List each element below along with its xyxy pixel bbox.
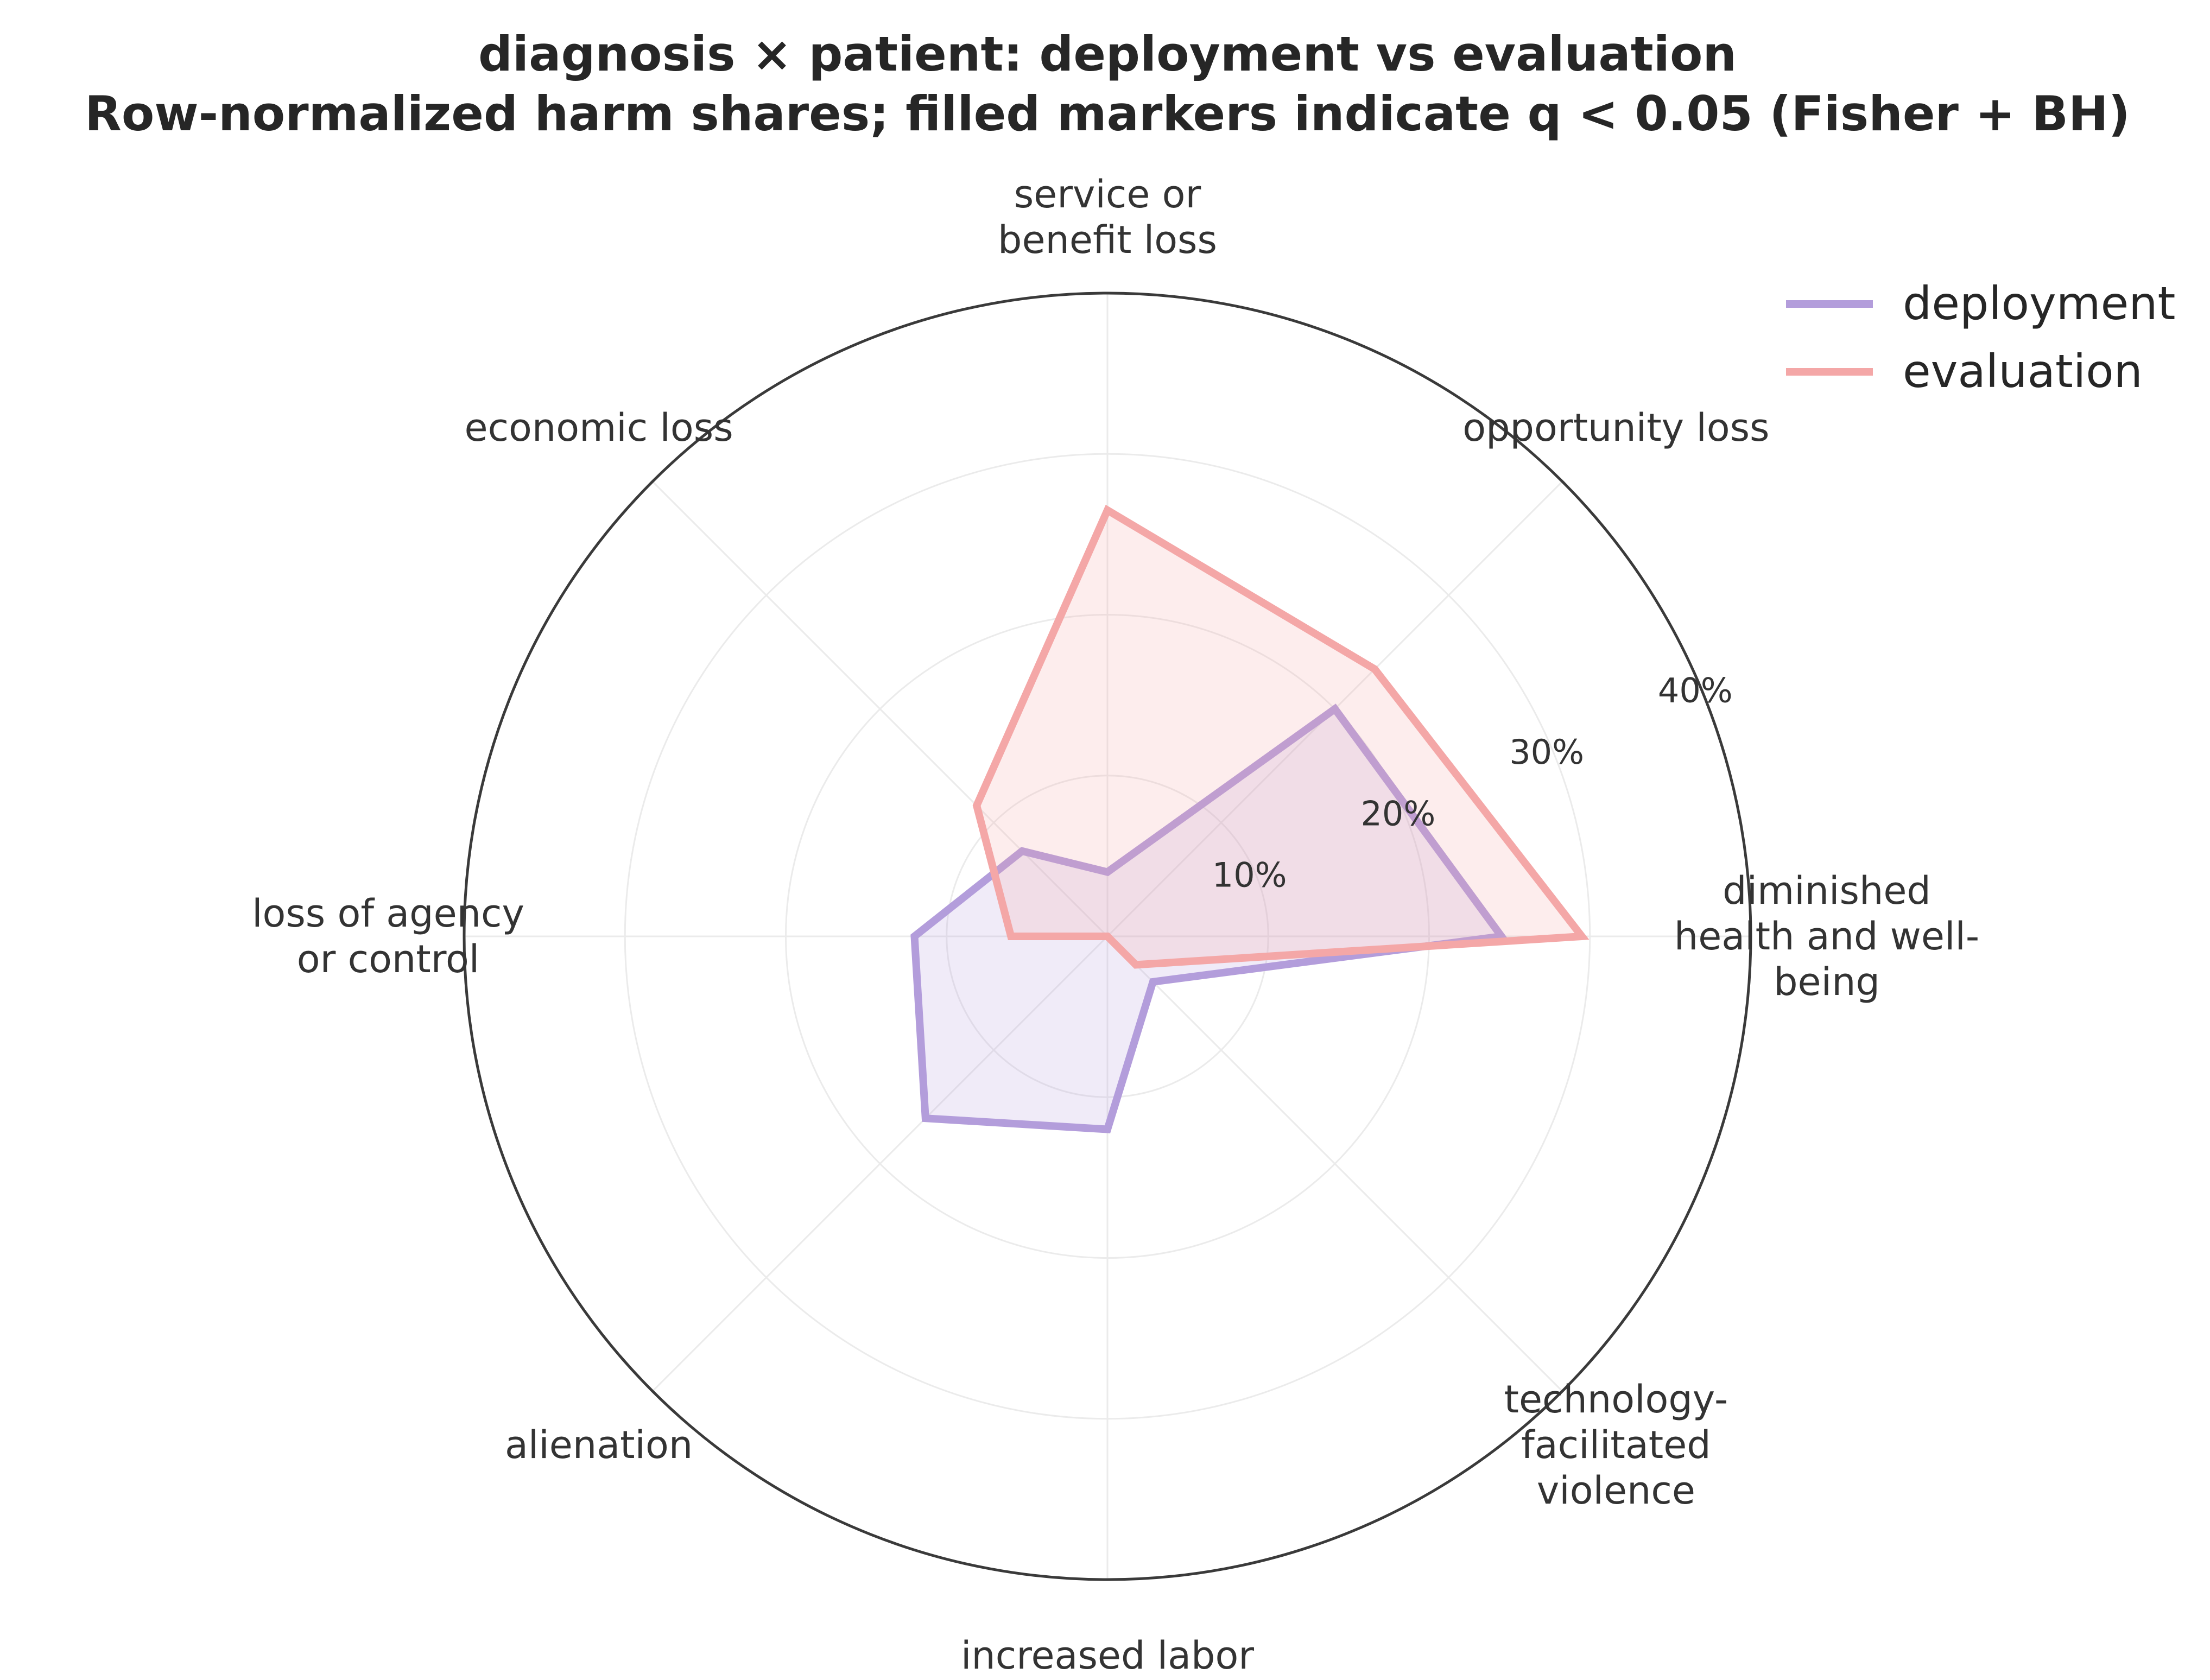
category-label: economic loss: [465, 405, 733, 450]
evaluation-line: [972, 504, 1590, 969]
deployment-area: [914, 709, 1502, 1130]
grid-ring: [785, 614, 1430, 1259]
chart-title-line-1: diagnosis × patient: deployment vs evalu…: [478, 26, 1737, 82]
rtick-label: 20%: [1360, 794, 1435, 833]
legend-label: deployment: [1903, 277, 2175, 330]
category-labels: diminished health and well-being opportuni…: [252, 172, 1979, 1678]
category-label: alienation: [505, 1423, 693, 1467]
chart-title-line-2: Row-normalized harm shares; filled marke…: [85, 86, 2130, 142]
outer-ring: [463, 291, 1752, 1581]
grid-ring: [946, 775, 1269, 1098]
series-layer: [910, 504, 1590, 1133]
evaluation-area: [977, 510, 1582, 965]
radial-ticks: 10% 20% 30% 40%: [1212, 671, 1733, 895]
category-label: loss of agency or control: [252, 891, 524, 981]
rtick-label: 10%: [1212, 855, 1287, 895]
polar-grid: [463, 291, 1752, 1581]
category-label: service or benefit loss: [998, 172, 1217, 262]
legend-label: evaluation: [1903, 345, 2143, 398]
category-label: diminished health and well-being: [1674, 868, 1979, 1004]
category-label: increased labor: [961, 1633, 1254, 1678]
grid-ring: [624, 453, 1591, 1420]
rtick-label: 30%: [1509, 732, 1584, 772]
rtick-label: 40%: [1658, 671, 1733, 711]
category-label: opportunity loss: [1462, 405, 1769, 450]
category-label: technology-facilitated violence: [1504, 1377, 1728, 1513]
legend: deployment evaluation: [1786, 277, 2175, 398]
deployment-line: [910, 703, 1509, 1133]
chart-title: diagnosis × patient: deployment vs evalu…: [85, 26, 2130, 142]
